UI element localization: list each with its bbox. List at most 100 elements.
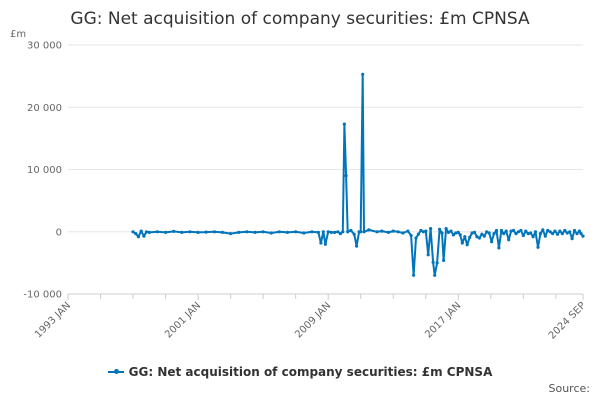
- data-point: [451, 233, 455, 237]
- data-point: [460, 241, 464, 245]
- data-point: [482, 234, 486, 238]
- data-point: [180, 230, 184, 234]
- data-point: [421, 230, 425, 234]
- data-point: [188, 230, 192, 234]
- data-point: [416, 232, 420, 236]
- data-point: [480, 232, 484, 236]
- data-point: [449, 229, 453, 233]
- data-point: [558, 229, 562, 233]
- data-point: [321, 230, 325, 234]
- data-point: [329, 230, 333, 234]
- data-point: [412, 273, 416, 277]
- data-point: [502, 232, 506, 236]
- data-point: [560, 232, 564, 236]
- data-point: [565, 231, 569, 235]
- y-tick-label: 20 000: [27, 103, 62, 114]
- data-point: [524, 229, 528, 233]
- data-point: [531, 235, 535, 239]
- data-point: [521, 233, 525, 238]
- legend-label: GG: Net acquisition of company securitie…: [128, 365, 493, 379]
- data-point: [424, 229, 428, 233]
- data-point: [458, 233, 462, 237]
- data-point: [319, 241, 323, 245]
- data-point: [406, 229, 410, 233]
- data-point: [414, 236, 418, 240]
- data-point: [529, 231, 533, 235]
- data-point: [579, 232, 583, 236]
- data-point: [504, 229, 508, 233]
- data-point: [380, 229, 384, 233]
- data-point: [391, 229, 395, 233]
- data-point: [572, 228, 577, 233]
- data-point: [310, 230, 314, 234]
- data-point: [204, 230, 208, 234]
- data-point: [196, 230, 200, 234]
- data-point: [429, 227, 433, 231]
- data-point: [435, 261, 439, 265]
- data-point: [568, 230, 572, 234]
- data-point: [477, 236, 481, 240]
- data-point: [431, 260, 435, 264]
- data-point: [326, 230, 330, 234]
- data-point: [355, 244, 359, 248]
- data-point: [361, 72, 365, 76]
- point-layer: [131, 72, 585, 277]
- data-point: [492, 232, 496, 236]
- data-point: [487, 231, 491, 235]
- y-tick-label: 10 000: [27, 165, 62, 176]
- data-point: [454, 231, 458, 235]
- series-layer: [132, 73, 584, 277]
- data-point: [164, 230, 168, 234]
- data-point: [144, 230, 149, 234]
- data-point: [516, 230, 521, 234]
- data-point: [446, 230, 451, 234]
- source-label: Source:: [548, 382, 591, 395]
- data-point: [212, 230, 216, 234]
- data-point: [316, 230, 320, 234]
- chart-title: GG: Net acquisition of company securitie…: [70, 9, 530, 29]
- data-point: [468, 235, 472, 239]
- data-point: [444, 227, 448, 231]
- data-point: [336, 230, 340, 234]
- data-point: [285, 230, 290, 234]
- data-point: [438, 227, 442, 231]
- data-point: [131, 230, 135, 234]
- data-point: [253, 230, 257, 234]
- data-point: [490, 240, 494, 244]
- data-point: [269, 231, 273, 235]
- data-point: [333, 230, 337, 234]
- series-line: [132, 73, 584, 277]
- data-point: [551, 232, 555, 236]
- data-point: [581, 234, 585, 238]
- data-point: [344, 174, 348, 178]
- data-point: [352, 232, 356, 236]
- data-point: [543, 234, 547, 238]
- data-point: [134, 232, 138, 236]
- data-point: [541, 228, 545, 232]
- x-tick-label: 2001 JAN: [163, 300, 203, 340]
- y-axis: -10 000 0 10 000 20 000 30 000£m: [10, 29, 62, 301]
- data-point: [533, 230, 538, 234]
- data-point: [341, 230, 345, 234]
- x-axis: 1993 JAN 2001 JAN 2009 JAN 2017 JAN 2024 SEP: [33, 293, 588, 342]
- data-point: [367, 228, 371, 232]
- data-point: [142, 234, 146, 238]
- data-point: [494, 228, 499, 233]
- data-point: [426, 253, 430, 257]
- legend[interactable]: GG: Net acquisition of company securitie…: [0, 365, 600, 379]
- data-point: [245, 230, 249, 234]
- data-point: [507, 238, 511, 242]
- data-point: [538, 232, 543, 236]
- data-point: [470, 231, 474, 235]
- x-tick-label: 1993 JAN: [33, 300, 73, 340]
- data-point: [237, 230, 241, 234]
- data-point: [375, 230, 379, 234]
- data-point: [229, 232, 233, 236]
- data-point: [261, 230, 265, 234]
- data-point: [302, 231, 306, 235]
- data-point: [362, 230, 366, 234]
- data-point: [577, 229, 582, 233]
- data-point: [514, 232, 518, 236]
- data-point: [409, 233, 413, 238]
